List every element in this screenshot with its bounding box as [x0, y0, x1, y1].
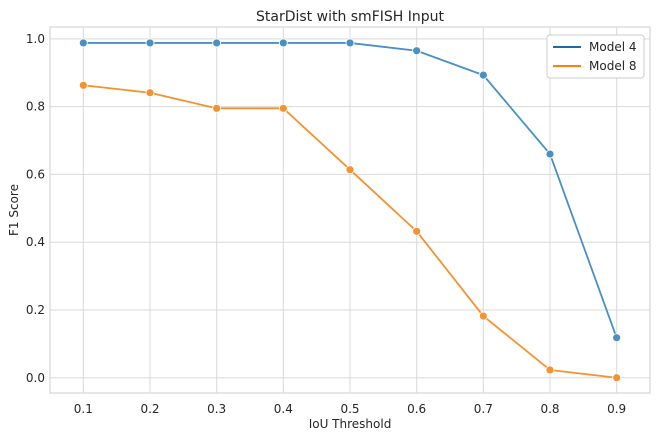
y-tick-label: 0.6 [26, 167, 45, 181]
data-point-model-8 [345, 165, 355, 175]
x-axis-label: IoU Threshold [309, 417, 392, 431]
data-point-model-4 [78, 38, 88, 48]
x-tick-label: 0.7 [474, 402, 493, 416]
legend-label-model-4: Model 4 [589, 40, 636, 54]
x-tick-label: 0.9 [607, 402, 626, 416]
data-point-model-8 [545, 365, 555, 375]
y-tick-label: 0.2 [26, 303, 45, 317]
data-point-model-8 [212, 103, 222, 113]
data-point-model-8 [412, 226, 422, 236]
data-point-model-8 [612, 373, 622, 383]
legend: Model 4 Model 8 [546, 34, 645, 79]
data-point-model-4 [345, 38, 355, 48]
data-point-model-4 [278, 38, 288, 48]
x-tick-label: 0.4 [274, 402, 293, 416]
data-point-model-8 [78, 80, 88, 90]
y-tick-label: 0.0 [26, 371, 45, 385]
data-point-model-4 [545, 149, 555, 159]
data-point-model-8 [145, 88, 155, 98]
data-point-model-8 [278, 103, 288, 113]
x-tick-label: 0.8 [540, 402, 559, 416]
x-tick-label: 0.6 [407, 402, 426, 416]
y-tick-label: 0.8 [26, 100, 45, 114]
data-point-model-4 [612, 333, 622, 343]
data-point-model-4 [145, 38, 155, 48]
x-tick-label: 0.2 [140, 402, 159, 416]
legend-label-model-8: Model 8 [589, 59, 636, 73]
legend-box [546, 34, 645, 79]
chart-title: StarDist with smFISH Input [256, 9, 445, 25]
data-point-model-4 [212, 38, 222, 48]
data-point-model-8 [478, 311, 488, 321]
y-axis-label: F1 Score [7, 184, 21, 236]
x-tick-label: 0.3 [207, 402, 226, 416]
y-tick-label: 1.0 [26, 32, 45, 46]
series-layer [78, 38, 622, 383]
x-tick-label: 0.1 [74, 402, 93, 416]
tick-labels: 0.1 0.2 0.3 0.4 0.5 0.6 0.7 0.8 0.9 0.0 0.2 0.4 0.6 0… [26, 32, 626, 416]
y-tick-label: 0.4 [26, 235, 45, 249]
data-point-model-4 [478, 70, 488, 80]
data-point-model-4 [412, 46, 422, 56]
x-tick-label: 0.5 [340, 402, 359, 416]
